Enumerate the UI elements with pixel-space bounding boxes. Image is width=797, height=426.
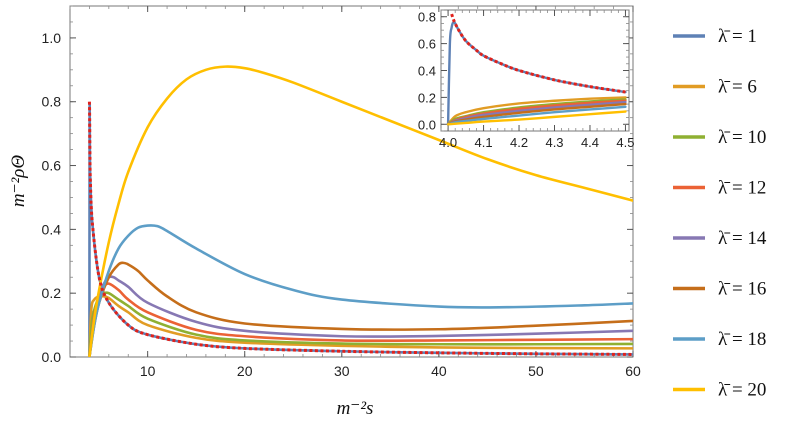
inset-series-line-7 <box>446 110 627 126</box>
inset-plot: 4.0 4.1 4.2 4.3 4.4 4.5 0.0 0.2 0.4 0.6 0.8 <box>418 9 634 150</box>
legend-label-3: λ̄ = 12 <box>718 178 766 199</box>
inset-y-tick-label: 0.2 <box>418 90 436 105</box>
main-x-tick-label: 30 <box>334 363 350 379</box>
inset-x-tick-label: 4.1 <box>475 135 493 150</box>
main-series-line-7 <box>88 65 633 357</box>
main-x-tick-label: 10 <box>140 363 156 379</box>
inset-x-tick-label: 4.2 <box>510 135 528 150</box>
legend-label-1: λ̄ = 6 <box>718 77 757 98</box>
inset-x-tick-label: 4.5 <box>616 135 634 150</box>
x-axis-label: m⁻²s <box>337 398 374 419</box>
legend-label-5: λ̄ = 16 <box>718 279 766 300</box>
main-series-line-8 <box>87 101 633 356</box>
inset-series-line-0 <box>446 20 627 126</box>
main-y-tick-label: 0.2 <box>42 285 62 301</box>
inset-x-tick-label: 4.0 <box>439 135 457 150</box>
main-y-tick-label: 0.6 <box>42 158 62 174</box>
main-series-line-6 <box>88 224 633 357</box>
main-x-tick-label: 20 <box>237 363 253 379</box>
y-axis-label: m⁻²ρΘ <box>8 155 29 208</box>
inset-series-line-6 <box>446 105 627 126</box>
main-y-tick-label: 1.0 <box>42 30 62 46</box>
inset-series-line-1 <box>446 96 627 126</box>
legend-label-6: λ̄ = 18 <box>718 329 766 350</box>
inset-y-tick-label: 0.4 <box>418 64 436 79</box>
main-series-line-1 <box>88 294 633 357</box>
inset-series-group <box>446 13 627 126</box>
main-y-tick-label: 0.4 <box>42 221 62 237</box>
legend-label-2: λ̄ = 10 <box>718 127 766 148</box>
legend-label-7: λ̄ = 20 <box>718 380 766 401</box>
legend-label-4: λ̄ = 14 <box>718 228 767 249</box>
inset-series-line-2 <box>446 98 627 126</box>
main-x-tick-label: 60 <box>625 363 641 379</box>
inset-x-tick-label: 4.3 <box>545 135 563 150</box>
main-y-tick-label: 0.0 <box>42 349 62 365</box>
inset-y-tick-label: 0.8 <box>418 10 436 25</box>
inset-x-tick-label: 4.4 <box>581 135 599 150</box>
main-x-tick-label: 50 <box>528 363 544 379</box>
main-x-tick-label: 40 <box>431 363 447 379</box>
legend: λ̄ = 1 λ̄ = 6 λ̄ = 10 λ̄ = 12 λ̄ = 14 λ̄ = 16… <box>673 26 767 401</box>
main-y-tick-label: 0.8 <box>42 94 62 110</box>
main-series-group <box>87 65 633 357</box>
legend-label-0: λ̄ = 1 <box>718 26 757 47</box>
inset-y-tick-label: 0.6 <box>418 37 436 52</box>
inset-y-tick-label: 0.0 <box>418 117 436 132</box>
